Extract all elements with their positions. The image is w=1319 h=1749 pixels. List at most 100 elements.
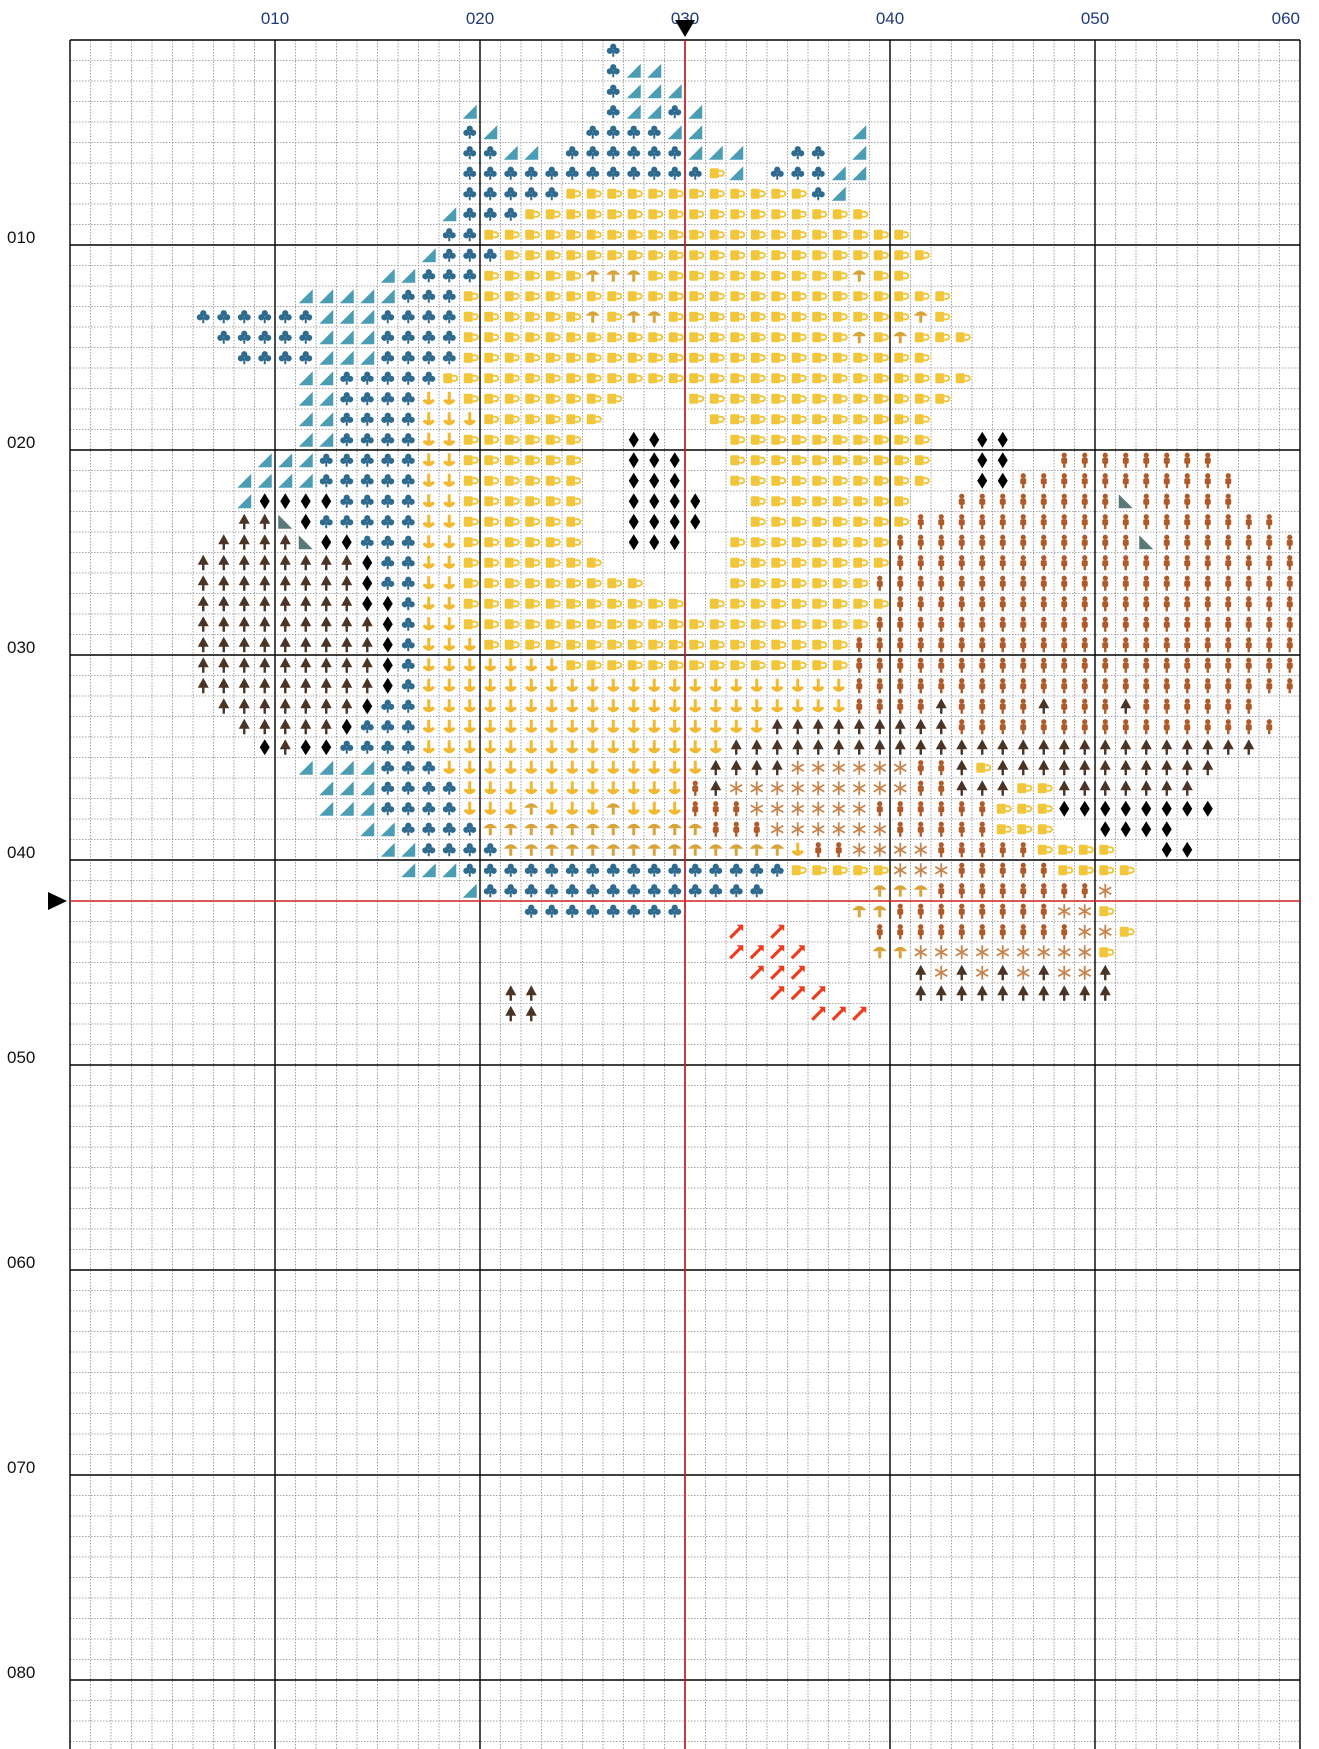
stitch-figure-icon — [856, 678, 862, 693]
stitch-cup-icon — [607, 312, 621, 322]
stitch-spade-icon — [198, 657, 209, 673]
stitch-drop-icon — [588, 740, 598, 753]
stitch-club-icon — [402, 495, 415, 508]
stitch-spade-icon — [772, 719, 783, 735]
stitch-cup-icon — [566, 414, 580, 424]
stitch-spade-icon — [977, 780, 988, 796]
stitch-figure-icon — [938, 555, 944, 570]
stitch-figure-icon — [1123, 678, 1129, 693]
stitch-spade-icon — [341, 555, 352, 571]
stitch-spade-icon — [341, 575, 352, 591]
stitch-spade-icon — [239, 637, 250, 653]
stitch-triangle-icon — [463, 884, 477, 898]
stitch-cup-icon — [566, 312, 580, 322]
stitch-cup-icon — [689, 394, 703, 404]
stitch-figure-icon — [1184, 514, 1190, 529]
stitch-arrow-icon — [751, 966, 764, 979]
stitch-triangle-icon — [319, 392, 333, 406]
stitch-drop-icon — [465, 802, 475, 815]
stitch-cup-icon — [1079, 865, 1093, 875]
stitch-spade-icon — [300, 575, 311, 591]
stitch-club-icon — [668, 146, 681, 159]
stitch-spade-icon — [895, 739, 906, 755]
stitch-figure-icon — [1020, 863, 1026, 878]
stitch-figure-icon — [918, 699, 924, 714]
stitch-figure-icon — [877, 658, 883, 673]
stitch-cup-icon — [546, 619, 560, 629]
stitch-cup-icon — [484, 599, 498, 609]
stitch-diamond-icon — [1203, 801, 1213, 817]
stitch-cup-icon — [771, 312, 785, 322]
stitch-drop-icon — [649, 720, 659, 733]
stitch-cup-icon — [894, 230, 908, 240]
stitch-spade-icon — [751, 760, 762, 776]
stitch-figure-icon — [1287, 535, 1293, 550]
stitch-cup-icon — [792, 230, 806, 240]
stitch-triangle-icon — [319, 310, 333, 324]
stitch-spade-icon — [198, 678, 209, 694]
stitch-asterisk-icon — [935, 966, 947, 980]
stitch-cup-icon — [669, 230, 683, 240]
stitch-figure-icon — [1102, 637, 1108, 652]
stitch-spade-icon — [936, 698, 947, 714]
stitch-club-icon — [381, 392, 394, 405]
stitch-cup-icon — [874, 455, 888, 465]
stitch-cup-icon — [505, 414, 519, 424]
stitch-asterisk-icon — [792, 761, 804, 775]
stitch-figure-icon — [877, 699, 883, 714]
stitch-spade-icon — [1120, 760, 1131, 776]
stitch-club-icon — [381, 802, 394, 815]
stitch-figure-icon — [1020, 658, 1026, 673]
stitch-cup-icon — [669, 209, 683, 219]
stitch-club-icon — [402, 331, 415, 344]
stitch-figure-icon — [959, 494, 965, 509]
stitch-spade-icon — [1018, 739, 1029, 755]
stitch-club-icon — [402, 782, 415, 795]
stitch-cup-icon — [915, 373, 929, 383]
stitch-asterisk-icon — [751, 781, 763, 795]
stitch-figure-icon — [979, 801, 985, 816]
stitch-club-icon — [422, 761, 435, 774]
stitch-cup-icon — [587, 640, 601, 650]
stitch-club-icon — [381, 536, 394, 549]
stitch-drop-icon — [834, 679, 844, 692]
stitch-triangle-icon — [729, 146, 743, 160]
stitch-drop-icon — [629, 761, 639, 774]
stitch-spade-icon — [1079, 739, 1090, 755]
stitch-drop-icon — [526, 699, 536, 712]
stitch-cup-icon — [710, 599, 724, 609]
stitch-figure-icon — [1082, 658, 1088, 673]
stitch-cup-icon — [669, 619, 683, 629]
stitch-triangle-icon — [381, 269, 395, 283]
stitch-cup-icon — [525, 250, 539, 260]
stitch-figure-icon — [1102, 596, 1108, 611]
stitch-figure-icon — [1164, 637, 1170, 652]
stitch-figure-icon — [1041, 904, 1047, 919]
stitch-diamond-icon — [1162, 801, 1172, 817]
stitch-drop-icon — [424, 556, 434, 569]
stitch-club-icon — [402, 474, 415, 487]
stitch-figure-icon — [959, 801, 965, 816]
stitch-triangle-icon — [381, 843, 395, 857]
stitch-figure-icon — [1020, 678, 1026, 693]
stitch-figure-icon — [1041, 678, 1047, 693]
stitch-spade-icon — [259, 575, 270, 591]
stitch-cup-icon — [628, 291, 642, 301]
stitch-triangle-icon — [668, 125, 682, 139]
stitch-spade-icon — [259, 657, 270, 673]
stitch-club-icon — [750, 864, 763, 877]
stitch-club-icon — [258, 310, 271, 323]
stitch-club-icon — [484, 884, 497, 897]
stitch-figure-icon — [1000, 617, 1006, 632]
stitch-figure-icon — [1020, 842, 1026, 857]
y-label-050: 050 — [7, 1048, 35, 1067]
stitch-club-icon — [484, 187, 497, 200]
stitch-arrow-icon — [792, 986, 805, 999]
stitch-asterisk-icon — [915, 843, 927, 857]
stitch-club-icon — [422, 269, 435, 282]
stitch-figure-icon — [979, 535, 985, 550]
stitch-figure-icon — [1000, 576, 1006, 591]
stitch-asterisk-icon — [1058, 945, 1070, 959]
stitch-figure-icon — [692, 781, 698, 796]
stitch-spade-icon — [341, 637, 352, 653]
